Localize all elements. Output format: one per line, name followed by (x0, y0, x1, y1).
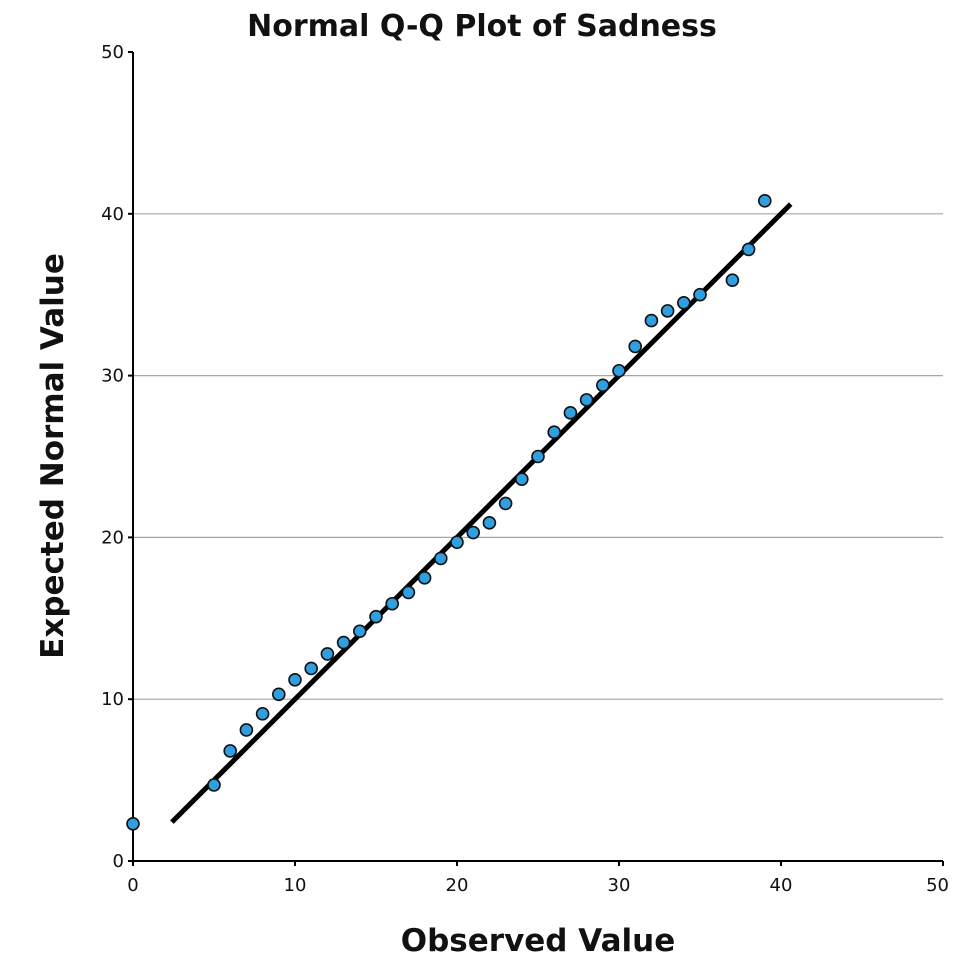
data-point (336, 635, 351, 650)
data-point (207, 778, 221, 792)
data-point (482, 516, 497, 530)
x-tick-label: 10 (284, 875, 307, 896)
data-point (401, 585, 416, 600)
y-tick-label: 20 (101, 527, 124, 548)
data-point (676, 295, 691, 310)
x-axis-title: Observed Value (401, 923, 675, 959)
data-point (498, 496, 513, 511)
data-point (320, 647, 335, 661)
data-point (271, 687, 286, 702)
data-point (255, 706, 270, 721)
data-point (531, 449, 545, 464)
data-point (547, 425, 562, 440)
y-tick-label: 50 (101, 42, 124, 63)
data-point (628, 339, 643, 354)
data-point (369, 609, 383, 624)
y-tick-label: 40 (101, 204, 124, 225)
ticks-layer: 0 10 20 30 40 50 0 10 20 30 40 50 (101, 42, 949, 896)
x-tick-label: 0 (127, 875, 138, 896)
data-point (239, 723, 254, 737)
data-point (288, 672, 302, 687)
grid-layer (133, 213, 943, 700)
axes-layer (132, 52, 943, 862)
data-point (126, 816, 140, 831)
y-tick-label: 30 (101, 366, 124, 387)
data-point (352, 624, 367, 639)
data-point (450, 535, 464, 550)
y-tick-label: 10 (101, 689, 124, 710)
data-point (757, 194, 772, 208)
x-tick-label: 50 (926, 875, 949, 896)
data-point (514, 472, 529, 486)
data-point (660, 304, 675, 318)
data-point (741, 242, 756, 257)
data-point (725, 273, 740, 287)
data-point (563, 406, 578, 420)
y-axis-title: Expected Normal Value (35, 253, 71, 659)
data-point (595, 378, 610, 393)
x-tick-label: 30 (608, 875, 631, 896)
data-point (433, 551, 448, 566)
data-point (612, 363, 626, 378)
data-point (693, 287, 707, 302)
points-layer (126, 194, 772, 831)
chart-title: Normal Q-Q Plot of Sadness (247, 9, 717, 44)
data-point (644, 313, 659, 328)
data-point (304, 661, 319, 676)
data-point (417, 571, 432, 585)
data-point (579, 393, 594, 407)
x-tick-label: 20 (446, 875, 469, 896)
data-point (466, 525, 481, 540)
y-tick-label: 0 (113, 851, 124, 872)
data-point (223, 744, 237, 758)
x-tick-label: 40 (770, 875, 793, 896)
data-point (385, 596, 400, 611)
